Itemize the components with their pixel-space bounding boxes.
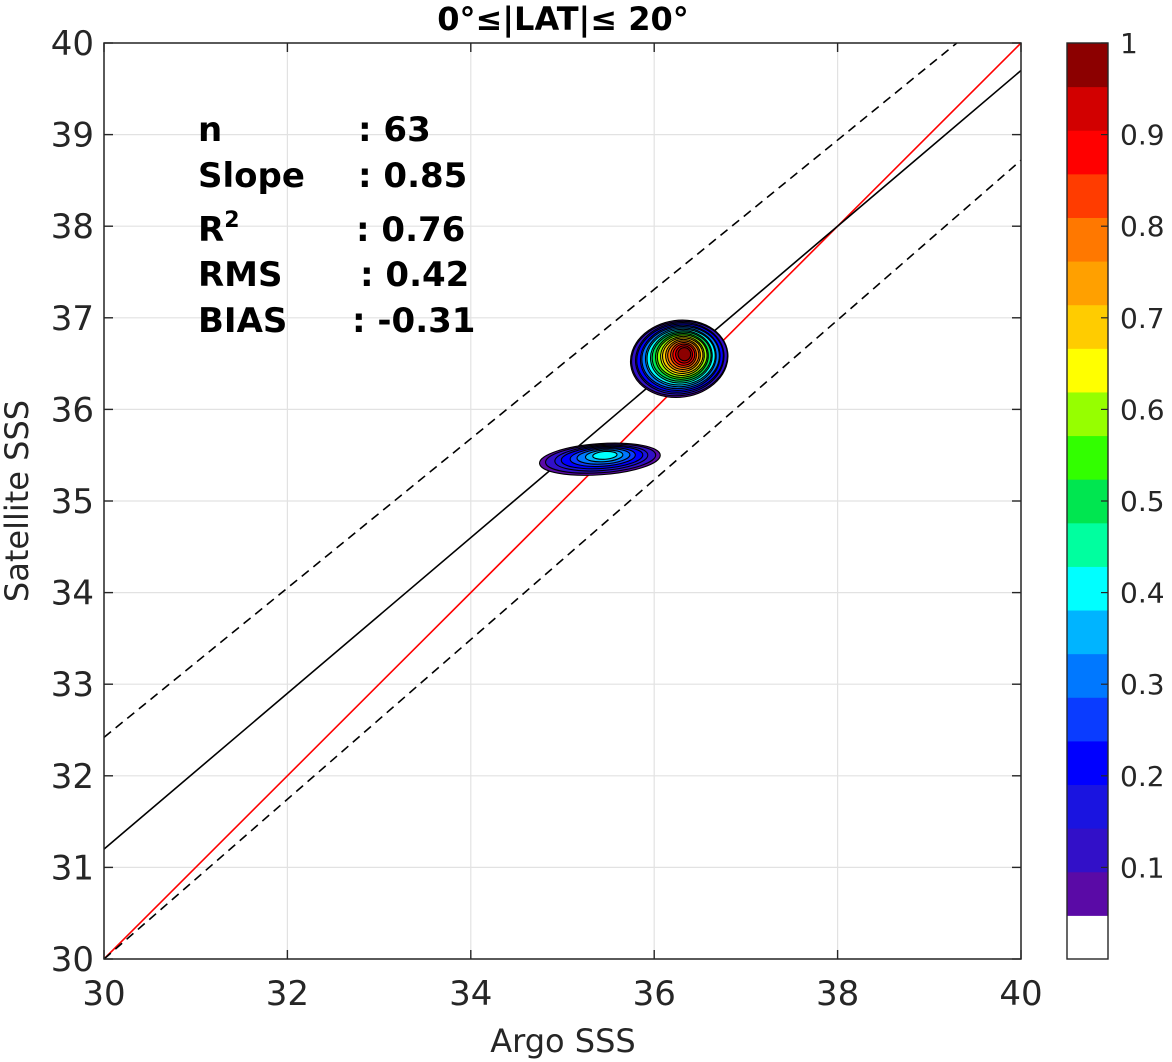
colorbar-segment <box>1067 522 1108 567</box>
x-tick-label: 34 <box>449 974 492 1014</box>
density-contours <box>538 319 729 476</box>
colorbar-segment <box>1067 391 1108 437</box>
colorbar-segment <box>1067 435 1108 480</box>
y-tick-label: 40 <box>51 24 94 64</box>
axis-ticks: 30 32 34 36 38 40 30 31 32 33 34 35 36 37 38 39 40 <box>51 24 1043 1014</box>
colorbar-segment <box>1067 304 1108 349</box>
colorbar-segment <box>1067 43 1108 88</box>
colorbar-segment <box>1067 130 1108 175</box>
colorbar-tick-label: 0.8 <box>1120 210 1165 243</box>
stat-label: RMS <box>198 255 283 295</box>
stat-label: R2 <box>198 208 240 250</box>
colorbar-tick-label: 0.5 <box>1120 485 1165 518</box>
reference-lines <box>103 42 1022 960</box>
colorbar-segment <box>1067 740 1108 786</box>
y-tick-label: 39 <box>51 116 94 156</box>
statistics-annotation: n : 63 Slope : 0.85 R2 : 0.76 RMS : 0.42 BIAS : -… <box>198 110 475 341</box>
line-lower-bound <box>103 159 1022 960</box>
colorbar-tick-label: 0.2 <box>1120 760 1165 793</box>
colorbar-tick-label: 0.4 <box>1120 577 1165 610</box>
colorbar-segment <box>1067 348 1108 393</box>
y-tick-label: 30 <box>51 940 94 980</box>
colorbar-segment <box>1067 217 1108 262</box>
stat-label: BIAS <box>198 301 287 341</box>
colorbar-segment <box>1067 566 1108 611</box>
y-tick-label: 37 <box>51 299 94 339</box>
colorbar-segment <box>1067 915 1108 960</box>
y-tick-label: 33 <box>51 665 94 705</box>
colorbar-segment <box>1067 697 1108 742</box>
x-tick-label: 38 <box>816 974 859 1014</box>
stat-value: : -0.31 <box>352 301 475 341</box>
chart-title: 0°≤|LAT|≤ 20° <box>437 0 688 39</box>
colorbar-segment <box>1067 828 1108 873</box>
x-tick-label: 36 <box>633 974 676 1014</box>
line-upper-bound <box>103 42 958 738</box>
y-axis-label: Satellite SSS <box>0 400 36 602</box>
colorbar-tick-label: 0.9 <box>1120 119 1165 152</box>
contour-level <box>677 347 692 362</box>
contour-level <box>592 450 618 460</box>
density-cluster <box>538 442 661 476</box>
x-tick-label: 30 <box>82 974 125 1014</box>
y-tick-label: 34 <box>51 574 94 614</box>
colorbar-segment <box>1067 610 1108 655</box>
colorbar-segment <box>1067 784 1108 829</box>
line-1:1 <box>103 42 1022 960</box>
x-tick-label: 32 <box>266 974 309 1014</box>
stat-value: : 0.76 <box>356 210 465 250</box>
colorbar-segment <box>1067 261 1108 306</box>
colorbar-segment <box>1067 86 1108 131</box>
stat-value: : 0.85 <box>358 156 467 196</box>
colorbar-tick-label: 1 <box>1120 27 1138 60</box>
stat-label: n <box>198 110 222 150</box>
stat-value: : 63 <box>358 110 431 150</box>
colorbar: 0.1 0.2 0.3 0.4 0.5 0.6 0.7 0.8 0.9 1 <box>1066 27 1165 960</box>
y-tick-label: 38 <box>51 207 94 247</box>
y-tick-label: 36 <box>51 390 94 430</box>
stat-superscript: 2 <box>224 208 239 233</box>
x-tick-label: 40 <box>999 974 1042 1014</box>
colorbar-segment <box>1067 653 1108 698</box>
colorbar-segment <box>1067 173 1108 218</box>
stat-value: : 0.42 <box>360 255 469 295</box>
colorbar-tick-label: 0.3 <box>1120 668 1165 701</box>
density-cluster <box>629 319 729 399</box>
colorbar-tick-label: 0.1 <box>1120 851 1165 884</box>
colorbar-tick-label: 0.7 <box>1120 302 1165 335</box>
colorbar-tick-label: 0.6 <box>1120 393 1165 426</box>
colorbar-segment <box>1067 871 1108 916</box>
y-tick-label: 35 <box>51 482 94 522</box>
y-tick-label: 31 <box>51 848 94 888</box>
stat-label: Slope <box>198 156 305 196</box>
x-axis-label: Argo SSS <box>490 1022 635 1060</box>
y-tick-label: 32 <box>51 757 94 797</box>
